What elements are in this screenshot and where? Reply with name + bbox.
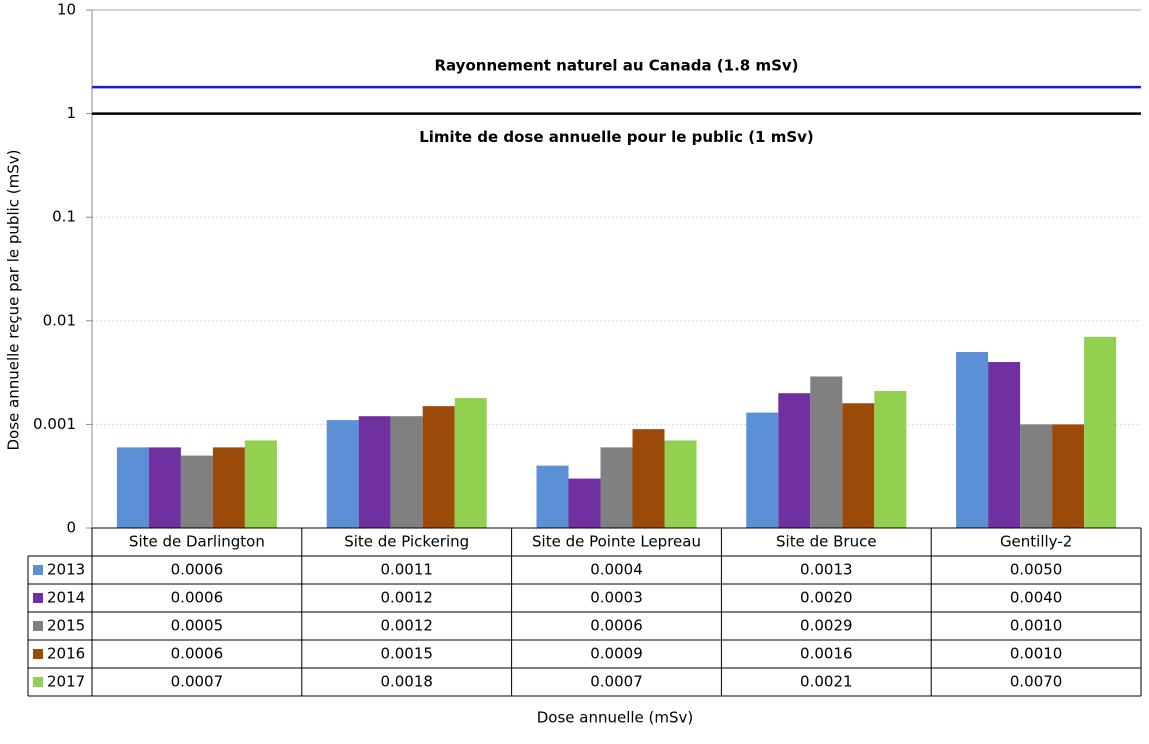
bar [454, 397, 487, 528]
table-cell: 0.0018 [380, 673, 433, 691]
y-tick-label: 0.001 [33, 415, 76, 433]
bar [778, 393, 811, 528]
bar [842, 403, 875, 528]
legend-swatch [33, 565, 43, 575]
x-tick-label: Gentilly-2 [1000, 533, 1072, 551]
y-axis-label: Dose annuelle reçue par le public (mSv) [5, 149, 23, 450]
bar [632, 429, 665, 528]
table-cell: 0.0006 [171, 589, 224, 607]
legend-swatch [33, 649, 43, 659]
legend-label: 2015 [47, 617, 85, 635]
table-cell: 0.0010 [1010, 645, 1063, 663]
table-cell: 0.0020 [800, 589, 853, 607]
legend-swatch [33, 593, 43, 603]
table-cell: 0.0040 [1010, 589, 1063, 607]
table-cell: 0.0016 [800, 645, 853, 663]
bar [212, 447, 245, 528]
table-cell: 0.0006 [590, 617, 643, 635]
table-cell: 0.0015 [380, 645, 433, 663]
bar [810, 376, 843, 528]
bar [1084, 336, 1117, 528]
x-tick-label: Site de Darlington [129, 533, 265, 551]
bar [116, 447, 149, 528]
table-cell: 0.0003 [590, 589, 643, 607]
table-cell: 0.0011 [380, 561, 433, 579]
table-cell: 0.0013 [800, 561, 853, 579]
table-cell: 0.0021 [800, 673, 853, 691]
bar [1020, 424, 1053, 528]
table-cell: 0.0005 [171, 617, 224, 635]
x-tick-label: Site de Pointe Lepreau [532, 533, 701, 551]
bar [326, 420, 359, 528]
y-tick-label: 0.01 [43, 311, 76, 329]
y-tick-label: 1 [66, 104, 76, 122]
x-tick-label: Site de Pickering [344, 533, 469, 551]
table-cell: 0.0050 [1010, 561, 1063, 579]
table-cell: 0.0006 [171, 645, 224, 663]
table-cell: 0.0029 [800, 617, 853, 635]
bar [956, 351, 989, 528]
table-cell: 0.0070 [1010, 673, 1063, 691]
x-tick-label: Site de Bruce [776, 533, 877, 551]
legend-label: 2016 [47, 645, 85, 663]
y-tick-label: 0.1 [52, 208, 76, 226]
bar [358, 416, 391, 528]
legend-label: 2014 [47, 589, 85, 607]
bar [746, 412, 779, 528]
y-tick-label: 0 [66, 519, 76, 537]
table-cell: 0.0012 [380, 617, 433, 635]
legend-swatch [33, 621, 43, 631]
table-cell: 0.0007 [590, 673, 643, 691]
bar [988, 362, 1021, 528]
bar [148, 447, 181, 528]
bar [874, 391, 907, 528]
reference-label: Limite de dose annuelle pour le public (… [419, 128, 814, 146]
bar [244, 440, 277, 528]
y-tick-label: 10 [57, 1, 76, 19]
bar [422, 406, 455, 528]
table-cell: 0.0010 [1010, 617, 1063, 635]
legend-label: 2013 [47, 561, 85, 579]
bar [536, 465, 569, 528]
bar [568, 478, 601, 528]
bar [600, 447, 633, 528]
bar [1052, 424, 1085, 528]
legend-swatch [33, 677, 43, 687]
reference-label: Rayonnement naturel au Canada (1.8 mSv) [434, 57, 798, 75]
table-cell: 0.0009 [590, 645, 643, 663]
bar [664, 440, 697, 528]
table-cell: 0.0012 [380, 589, 433, 607]
table-cell: 0.0004 [590, 561, 643, 579]
legend-label: 2017 [47, 673, 85, 691]
bar [180, 455, 213, 528]
bar [390, 416, 423, 528]
table-cell: 0.0006 [171, 561, 224, 579]
x-axis-label: Dose annuelle (mSv) [537, 709, 694, 727]
table-cell: 0.0007 [171, 673, 224, 691]
